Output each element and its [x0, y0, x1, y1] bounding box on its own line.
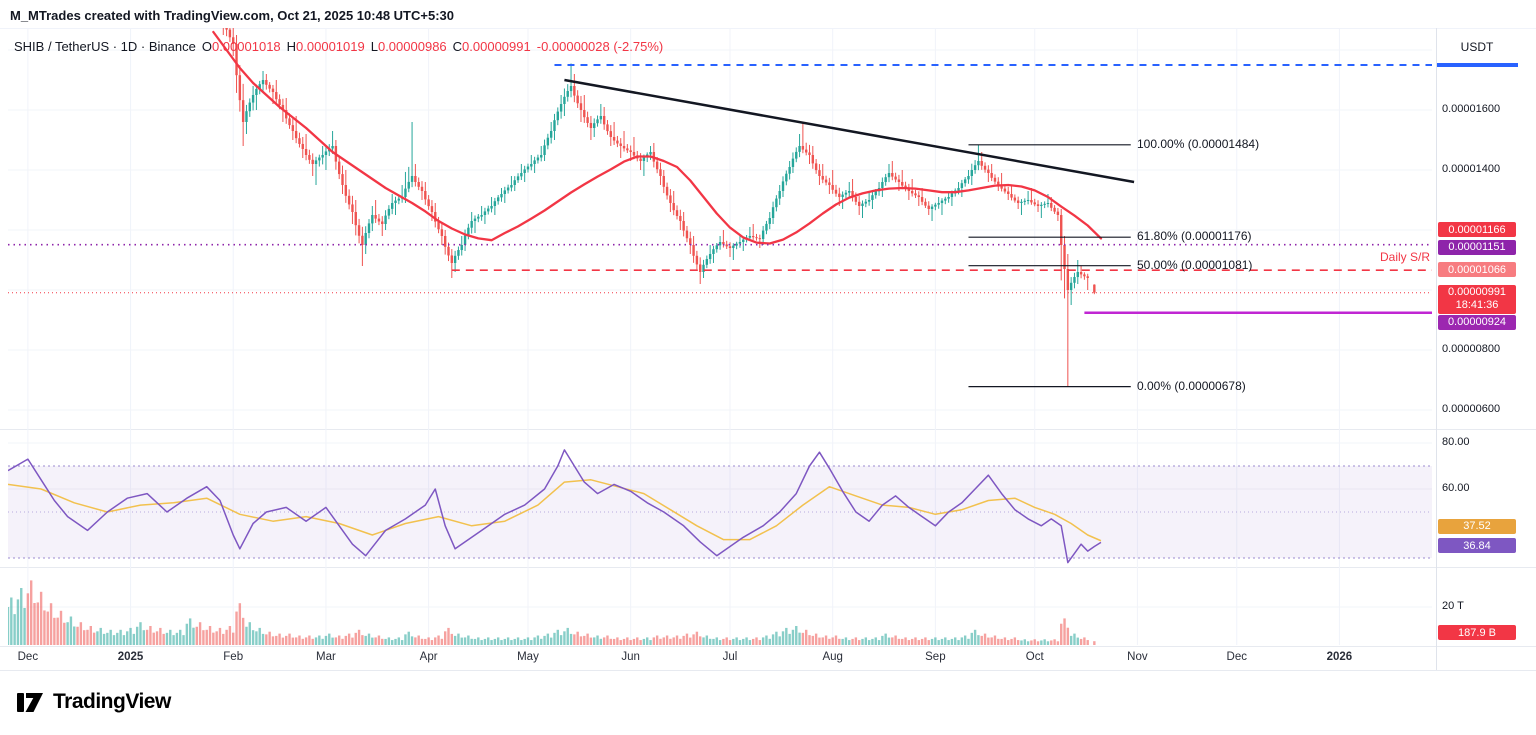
price-axis-unit-button[interactable]: USDT — [1460, 40, 1494, 54]
chart-legend: SHIB / TetherUS · 1D · Binance O0.0000101… — [14, 39, 663, 54]
tradingview-logo[interactable]: TradingView — [16, 688, 171, 716]
rsi-ma-line — [8, 479, 1102, 542]
candlestick-series — [222, 28, 1096, 387]
tradingview-logo-text: TradingView — [53, 690, 171, 713]
ohlc-high-value: 0.00001019 — [296, 39, 365, 54]
ohlc-low-value: 0.00000986 — [377, 39, 447, 54]
ohlc-high-label: H — [286, 39, 297, 54]
tradingview-logo-icon — [17, 693, 43, 712]
volume-series — [8, 580, 1096, 645]
ma-line — [212, 30, 1103, 245]
fib-retracement[interactable] — [968, 144, 1131, 388]
chart-bottom-border — [0, 670, 1536, 671]
symbol-title[interactable]: SHIB / TetherUS · 1D · Binance — [14, 39, 196, 54]
price-axis-border — [1436, 28, 1437, 670]
ohlc-low-label: L — [370, 39, 378, 54]
ohlc-open-label: O — [201, 39, 212, 54]
rsi-band — [8, 465, 1432, 559]
trendline[interactable] — [564, 78, 1135, 184]
change-value: -0.00000028 (-2.75%) — [536, 39, 664, 54]
level-lines[interactable] — [8, 64, 1432, 315]
ohlc-close-label: C — [452, 39, 463, 54]
ohlc-open-value: 0.00001018 — [211, 39, 281, 54]
watermark-credit: M_MTrades created with TradingView.com, … — [10, 8, 454, 23]
ohlc-close-value: 0.00000991 — [462, 39, 531, 54]
gridlines — [8, 28, 1432, 645]
pane-separator-volume — [0, 567, 1536, 568]
pane-separator-rsi — [0, 429, 1536, 430]
rsi-line — [8, 449, 1102, 564]
time-axis-border — [0, 646, 1536, 647]
chart-top-border — [0, 28, 1536, 29]
rsi-lines — [8, 449, 1102, 564]
unit-active-underline — [1437, 63, 1518, 67]
